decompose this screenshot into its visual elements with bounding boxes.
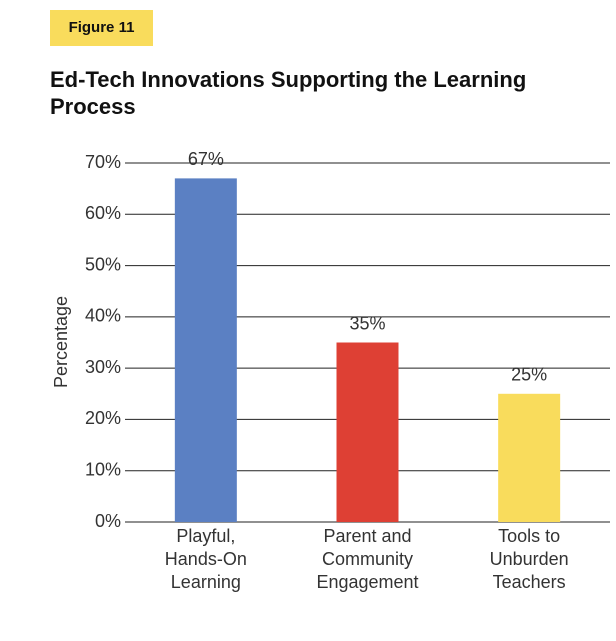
x-tick-label: Parent and Community Engagement	[316, 526, 419, 592]
y-tick-label: 30%	[85, 357, 121, 377]
y-tick-label: 60%	[85, 203, 121, 223]
value-label: 35%	[349, 313, 385, 333]
y-tick-label: 50%	[85, 254, 121, 274]
bar	[174, 178, 237, 522]
y-tick-label: 20%	[85, 408, 121, 428]
y-tick-label: 0%	[95, 511, 121, 531]
value-label: 67%	[188, 149, 224, 169]
bar	[498, 393, 561, 522]
x-tick-label: Playful, Hands-On Learning	[164, 526, 247, 592]
y-axis-label: Percentage	[51, 296, 71, 388]
x-tick-label: Tools to Unburden Teachers	[489, 526, 569, 592]
y-tick-label: 70%	[85, 152, 121, 172]
chart-title: Ed-Tech Innovations Supporting the Learn…	[50, 67, 527, 119]
y-tick-label: 40%	[85, 306, 121, 326]
value-label: 25%	[511, 365, 547, 385]
bar	[336, 342, 399, 522]
figure-label: Figure 11	[50, 10, 153, 46]
y-tick-label: 10%	[85, 459, 121, 479]
